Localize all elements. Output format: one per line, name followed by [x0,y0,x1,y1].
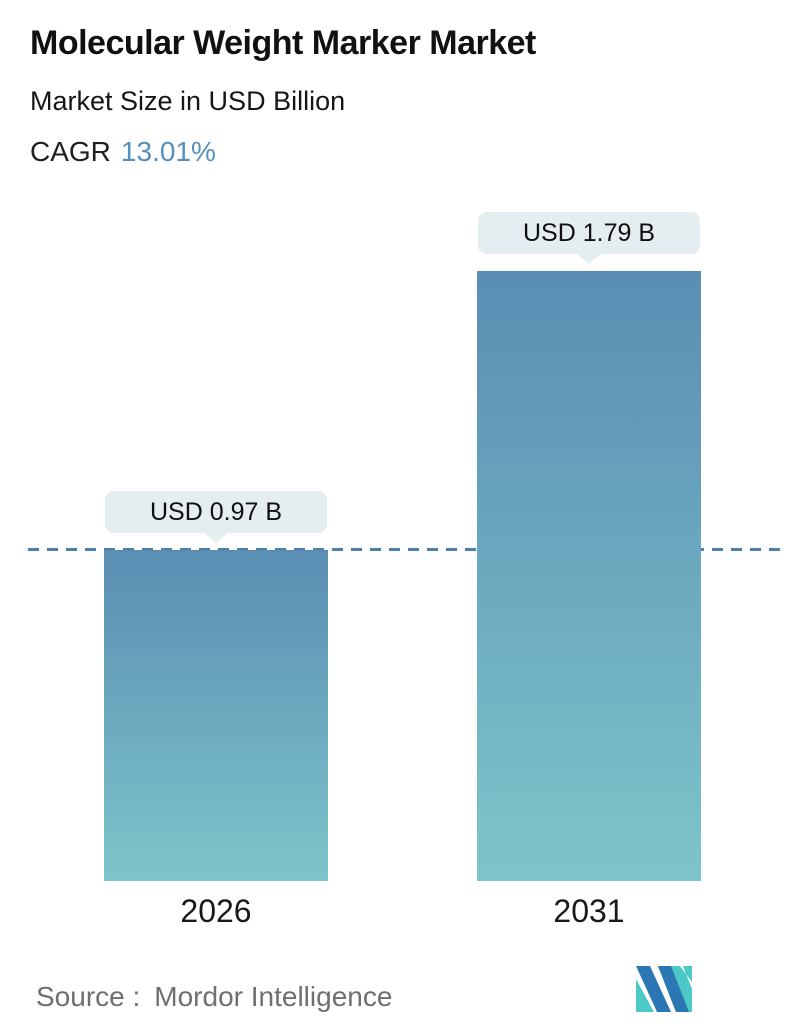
source-value: Mordor Intelligence [154,981,393,1012]
x-axis-label-2026: 2026 [180,893,252,929]
chart-subtitle: Market Size in USD Billion [30,86,346,116]
bar-2031 [477,271,701,881]
cagr-value: 13.01% [120,136,216,167]
reference-dashed-line [28,548,787,551]
value-label-2026: USD 0.97 B [149,497,282,526]
value-callout-2026: USD 0.97 B [105,491,327,533]
value-callout-2031: USD 1.79 B [478,212,700,254]
source-attribution: Source : Mordor Intelligence [36,981,392,1013]
cagr-label: CAGR [30,136,111,167]
source-label: Source : [36,981,141,1012]
page-title: Molecular Weight Marker Market [30,24,536,62]
bar-2026 [104,550,328,881]
cagr-row: CAGR 13.01% [30,136,216,168]
x-axis-label-2031: 2031 [553,893,625,929]
value-label-2031: USD 1.79 B [522,218,655,247]
mordor-intelligence-logo-icon [636,966,692,1012]
